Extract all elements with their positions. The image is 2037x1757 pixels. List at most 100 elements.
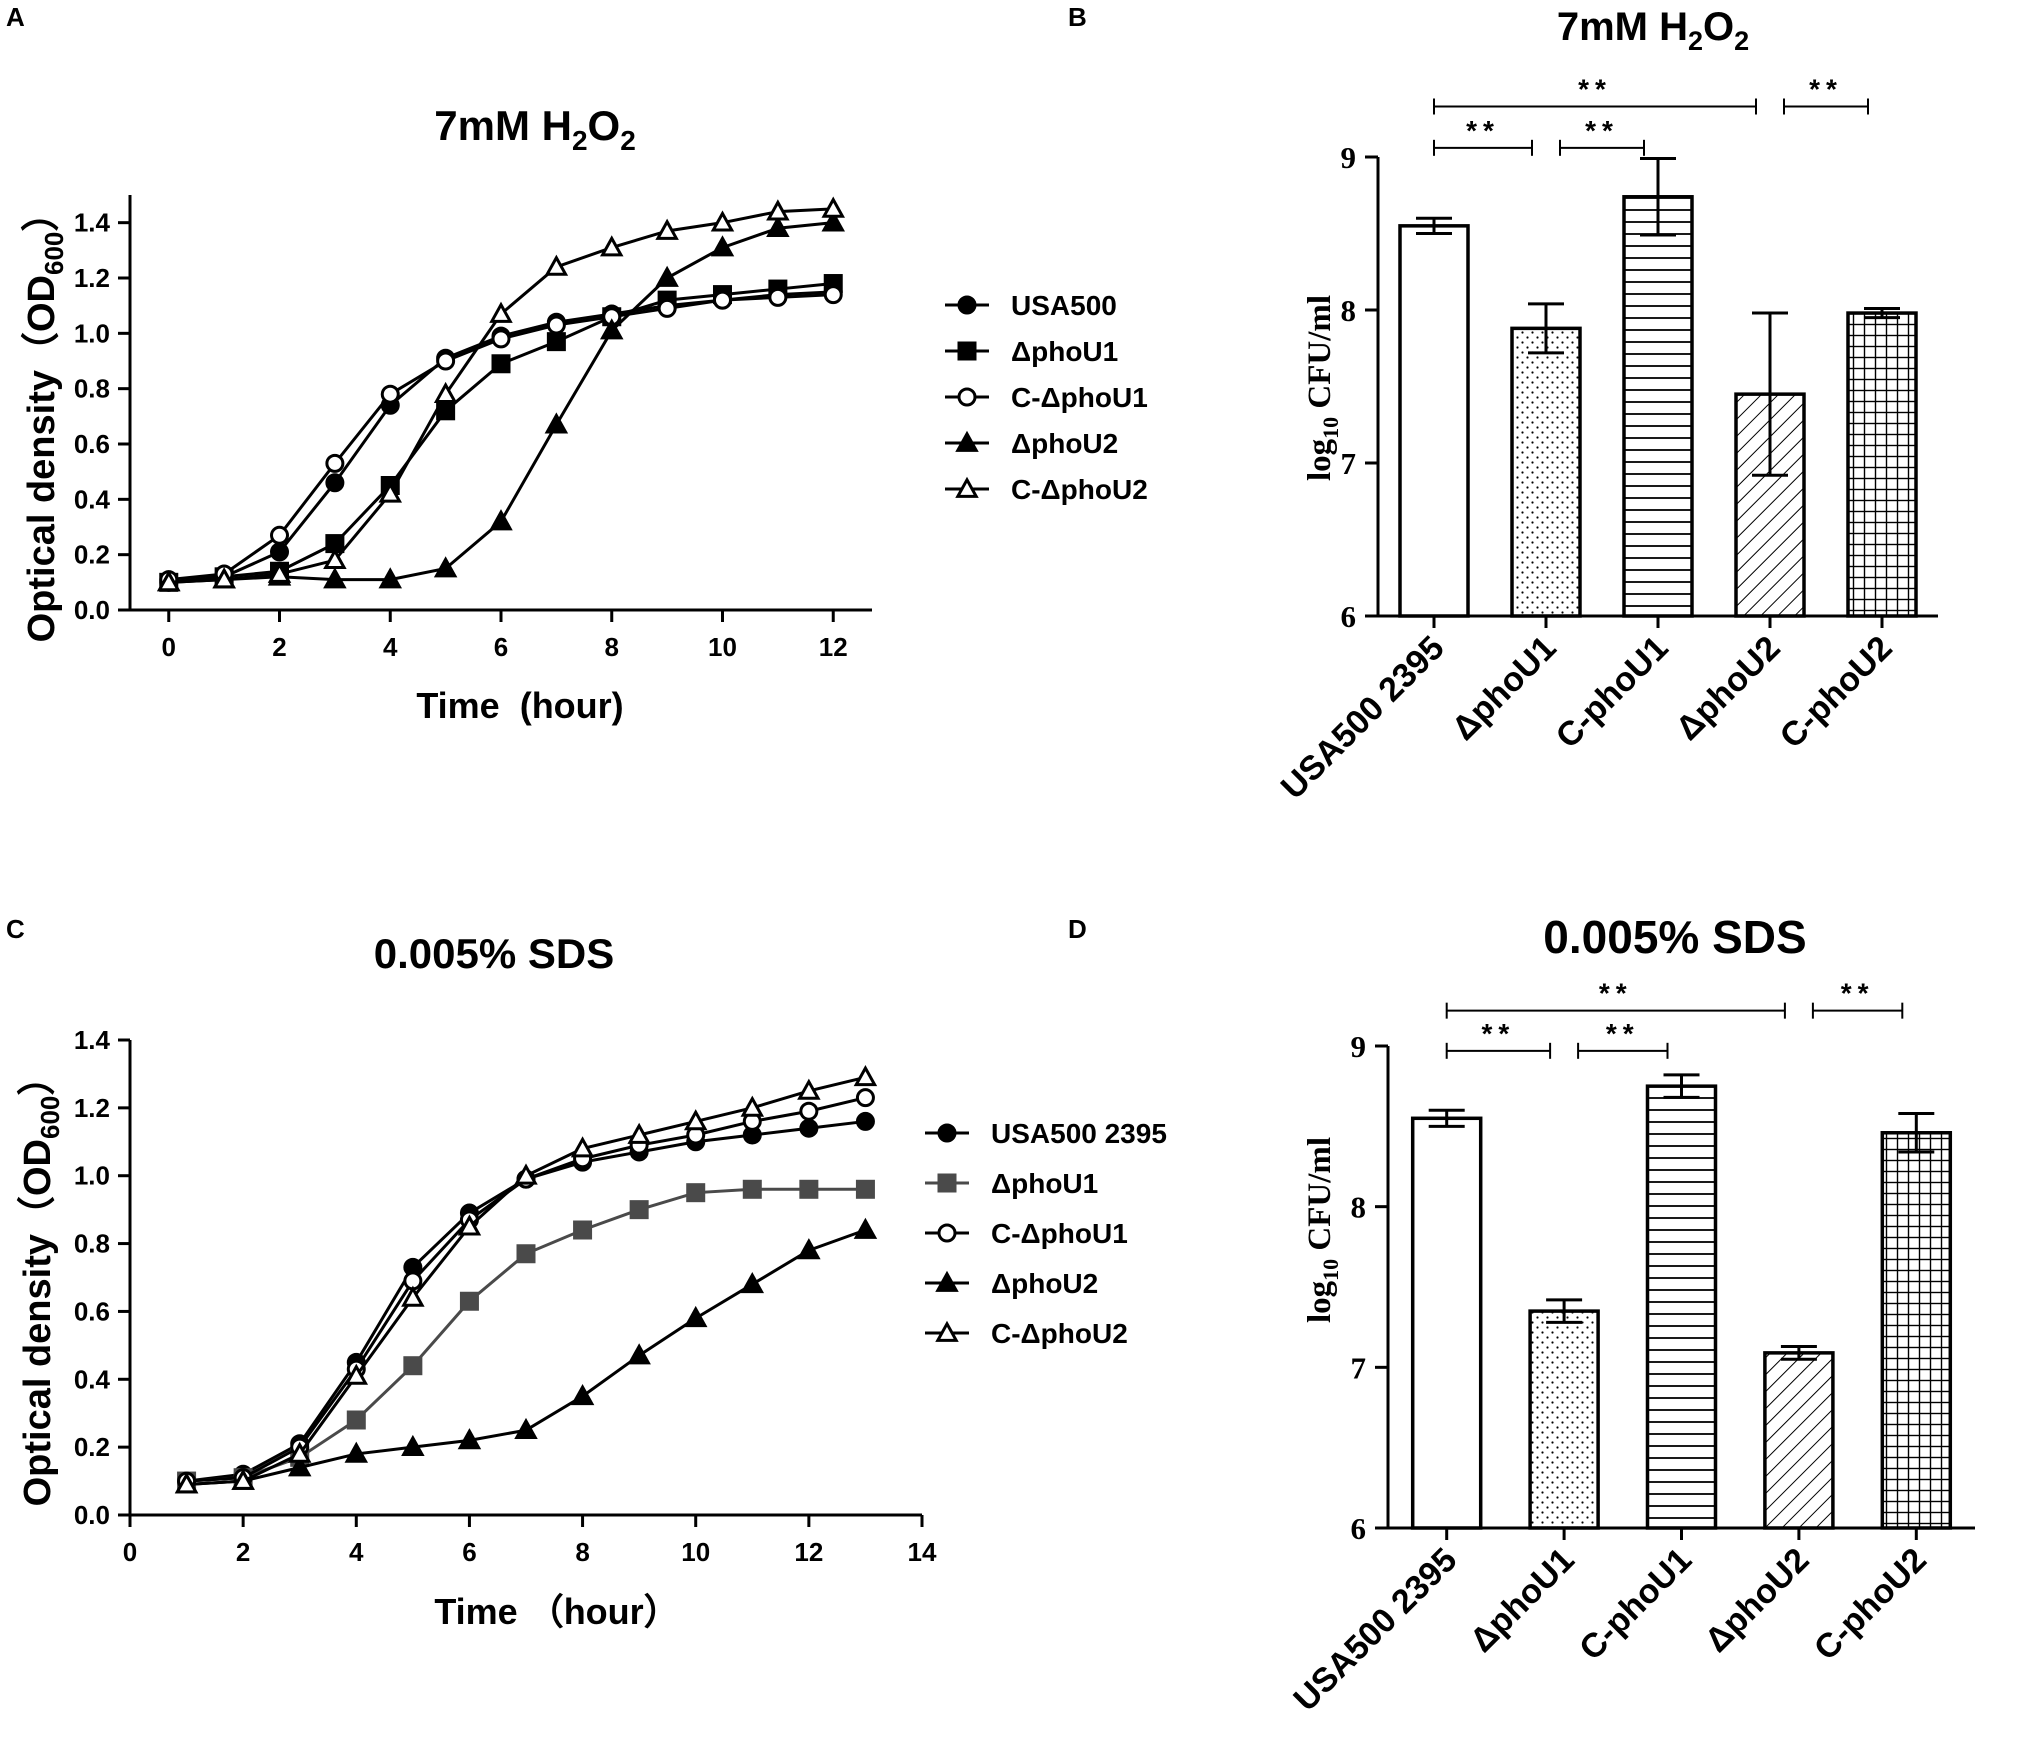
y-tick-label: 1.0: [74, 318, 110, 348]
x-tick-label: 6: [462, 1537, 476, 1567]
data-point: [380, 384, 400, 404]
legend-marker: [955, 430, 979, 452]
panel-d: 0.005% SDS 6 7 8 9 USA500 2395ΔphoU1C-phoU1Δ…: [1286, 911, 1975, 1719]
legend-marker: [937, 1223, 957, 1243]
data-point: [853, 1065, 878, 1087]
panel-a-ylabel: Optical density（OD600）: [21, 194, 69, 643]
data-point: [766, 215, 790, 238]
x-tick-label: ΔphoU2: [1669, 629, 1788, 748]
significance-label: **: [1578, 74, 1612, 105]
y-tick-label: 1.2: [74, 263, 110, 293]
data-point: [323, 567, 347, 589]
data-point: [378, 567, 403, 589]
panel-c-title: 0.005% SDS: [374, 930, 614, 977]
x-tick-label: USA500 2395: [1274, 629, 1452, 807]
y-tick-label: 0.8: [74, 1229, 110, 1259]
data-point: [544, 254, 569, 276]
data-point: [544, 412, 569, 434]
panel-a: 7mM H2O2 0.0 0.2 0.4 0.6 0.8 1.0 1.2 1.4 0 2 4 6 8 10…: [21, 102, 1148, 726]
panel-d-bars: ** ** ** **: [1410, 978, 1953, 1530]
panel-c-series: [174, 1065, 878, 1494]
panel-a-xlabel: Time (hour): [416, 685, 623, 726]
bar: [1846, 311, 1918, 618]
significance-label: **: [1585, 115, 1619, 146]
legend-label: ΔphoU1: [1011, 336, 1118, 367]
data-point: [403, 1356, 423, 1376]
panel-c-ylabel: Optical density（OD600）: [17, 1058, 65, 1507]
bar: [1763, 1351, 1835, 1530]
data-point: [346, 1410, 366, 1430]
panel-d-title: 0.005% SDS: [1543, 911, 1806, 963]
data-point: [855, 1111, 875, 1131]
x-tick-label: 6: [494, 632, 508, 662]
legend-marker: [957, 387, 977, 407]
data-point: [514, 1163, 538, 1185]
data-point: [599, 318, 624, 340]
y-tick-label: 0.4: [74, 484, 111, 514]
data-point: [573, 1220, 593, 1240]
y-tick-label: 7: [1341, 446, 1357, 481]
data-point: [344, 1441, 369, 1463]
data-point: [742, 1179, 762, 1199]
panel-letter-d: D: [1068, 914, 1087, 944]
panel-c-legend: USA500 2395 ΔphoU1 C-ΔphoU1 ΔphoU2 C-ΔphoU2: [925, 1118, 1167, 1349]
x-tick-label: 0: [162, 632, 176, 662]
data-point: [599, 235, 624, 257]
y-tick-label: 8: [1341, 293, 1357, 328]
data-point: [457, 1428, 482, 1450]
data-point: [325, 453, 345, 473]
y-tick-label: 1.2: [74, 1093, 110, 1123]
x-tick-label: ΔphoU2: [1698, 1541, 1817, 1660]
bar: [1880, 1131, 1953, 1530]
y-tick-label: 0.0: [74, 595, 110, 625]
data-point: [546, 332, 566, 352]
data-point: [799, 1118, 819, 1138]
panel-c-xlabel: Time （hour）: [434, 1591, 679, 1632]
data-point: [766, 199, 790, 221]
panel-d-axes: 6 7 8 9 USA500 2395ΔphoU1C-phoU1ΔphoU2C-phoU…: [1286, 1029, 1975, 1719]
legend-label: C-ΔphoU1: [991, 1218, 1128, 1249]
significance-label: **: [1606, 1018, 1640, 1049]
y-tick-label: 1.4: [74, 1025, 111, 1055]
data-point: [325, 473, 345, 493]
bar: [1622, 195, 1694, 618]
data-point: [546, 315, 566, 335]
bar: [1528, 1309, 1600, 1530]
y-tick-label: 9: [1341, 140, 1357, 175]
x-tick-label: 2: [236, 1537, 250, 1567]
data-point: [231, 1468, 255, 1490]
x-tick-label: 12: [819, 632, 848, 662]
panel-c-axes: 0.0 0.2 0.4 0.6 0.8 1.0 1.2 1.4 0 2 4 6 8 10 12 14: [74, 1025, 937, 1567]
x-tick-label: 0: [123, 1537, 137, 1567]
panel-a-title: 7mM H2O2: [434, 102, 636, 156]
data-point: [489, 509, 513, 531]
x-tick-label: 2: [272, 632, 286, 662]
data-point: [821, 196, 845, 218]
legend-marker: [937, 1123, 957, 1143]
data-point: [287, 1441, 312, 1463]
legend-label: ΔphoU2: [1011, 428, 1118, 459]
data-point: [768, 287, 788, 307]
panel-b-bars: ** ** ** **: [1398, 74, 1918, 618]
data-point: [655, 218, 679, 240]
panel-b-ylabel: log10 CFU/ml: [1302, 295, 1343, 481]
x-tick-label: C-phoU2: [1807, 1541, 1934, 1668]
data-point: [740, 1095, 765, 1117]
bar: [1398, 224, 1470, 618]
x-tick-label: C-phoU1: [1572, 1541, 1699, 1668]
panel-a-series: [157, 196, 845, 592]
legend-label: USA500 2395: [991, 1118, 1167, 1149]
data-point: [433, 556, 458, 578]
y-tick-label: 0.0: [74, 1500, 110, 1530]
data-point: [627, 1343, 651, 1365]
data-point: [457, 1214, 482, 1236]
panel-letter-a: A: [6, 2, 25, 32]
data-point: [799, 1179, 819, 1199]
significance-label: **: [1599, 978, 1633, 1009]
y-tick-label: 0.6: [74, 1296, 110, 1326]
data-point: [570, 1383, 595, 1406]
data-point: [629, 1200, 649, 1220]
x-tick-label: 8: [605, 632, 619, 662]
y-tick-label: 0.6: [74, 429, 110, 459]
